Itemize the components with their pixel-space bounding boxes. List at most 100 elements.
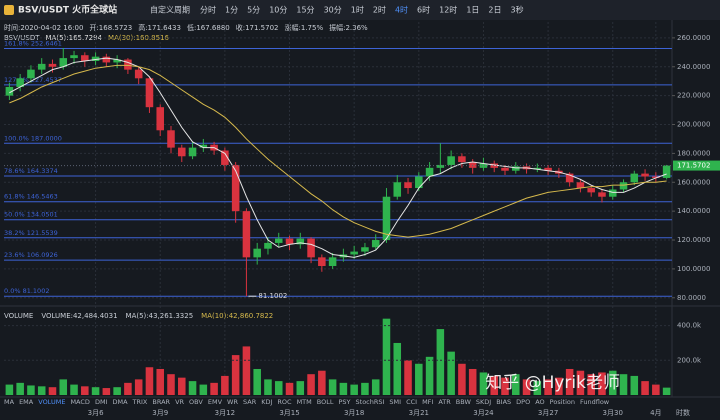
volume-bar <box>501 377 509 395</box>
interval[interactable]: 2日 <box>488 6 501 15</box>
interval[interactable]: 10分 <box>269 6 287 15</box>
indicator-tab[interactable]: VOLUME <box>38 398 65 406</box>
indicator-tab[interactable]: BRAR <box>152 398 170 406</box>
indicator-tab[interactable]: MA <box>4 398 15 406</box>
candle-body <box>328 257 337 267</box>
y-tick-label: 220.0000 <box>677 92 710 100</box>
volume-bar <box>544 379 552 395</box>
candle-body <box>27 69 35 79</box>
candle-body <box>436 164 445 168</box>
interval[interactable]: 12时 <box>439 5 457 15</box>
interval[interactable]: 分时 <box>200 5 216 15</box>
volume-bar <box>59 379 68 395</box>
candle-body <box>608 189 617 197</box>
y-tick-label: 180.0000 <box>677 149 710 157</box>
candle-body <box>124 59 132 70</box>
candle-body <box>630 173 639 183</box>
indicator-tab[interactable]: BBW <box>456 398 472 406</box>
indicator-tab[interactable]: SMI <box>389 398 401 406</box>
candle-body <box>598 192 606 197</box>
volume-bar <box>630 375 639 395</box>
indicator-tab[interactable]: PSY <box>338 398 350 406</box>
indicator-tab[interactable]: BIAS <box>496 398 511 406</box>
volume-tick-label: 200.0k <box>677 356 702 364</box>
indicator-tab[interactable]: DPO <box>516 398 530 406</box>
volume-bar <box>5 384 14 395</box>
indicator-tab[interactable]: KDJ <box>261 398 272 406</box>
volume-bar <box>113 387 121 395</box>
indicator-tab[interactable]: EMV <box>208 398 223 406</box>
volume-bar <box>81 386 89 395</box>
indicator-tab[interactable]: DMI <box>95 398 108 406</box>
candle-body <box>371 240 380 248</box>
exchange-icon <box>4 5 14 15</box>
volume-bar <box>231 355 240 395</box>
indicator-tab[interactable]: MACD <box>70 398 89 406</box>
interval[interactable]: 15分 <box>296 6 314 15</box>
candle-body <box>231 164 240 212</box>
volume-bar <box>436 329 445 395</box>
candle-body <box>285 238 294 245</box>
interval-custom[interactable]: 自定义周期 <box>150 5 190 15</box>
interval[interactable]: 4时 <box>395 5 408 15</box>
candle-body <box>512 166 520 171</box>
candle-body <box>178 147 186 157</box>
info-field: 开:168.5723 <box>89 24 132 32</box>
interval[interactable]: 6时 <box>417 5 430 15</box>
volume-header: MA(5):43,261.3325 <box>126 312 194 320</box>
indicator-tab[interactable]: CCI <box>406 398 417 406</box>
indicator-tab[interactable]: SAR <box>243 398 257 406</box>
volume-header: VOLUME:42,484.4031 <box>41 312 117 320</box>
candle-body <box>134 69 143 79</box>
indicator-tab[interactable]: ROC <box>277 398 292 406</box>
symbol[interactable]: BSV/USDT 火币全球站 <box>18 4 117 16</box>
interval[interactable]: 30分 <box>324 6 342 15</box>
interval[interactable]: 1日 <box>466 6 479 15</box>
interval[interactable]: 3秒 <box>511 5 524 15</box>
indicator-tab[interactable]: TRIX <box>132 398 148 406</box>
x-tick-label: 3月18 <box>344 409 364 417</box>
indicator-tab[interactable]: AO <box>535 398 544 406</box>
indicator-tab[interactable]: SKDJ <box>476 398 491 406</box>
fib-label: 50.0% 134.0501 <box>4 211 58 219</box>
candle-body <box>199 144 208 148</box>
volume-bar <box>264 379 272 395</box>
volume-bar <box>565 368 574 395</box>
candle-body <box>544 167 552 171</box>
volume-header: VOLUME <box>4 312 33 320</box>
volume-bar <box>199 384 208 395</box>
volume-bar <box>458 363 466 395</box>
fib-label: 23.6% 106.0926 <box>4 251 58 259</box>
interval[interactable]: 2时 <box>373 5 386 15</box>
x-tick-label: 3月15 <box>279 409 299 417</box>
indicator-tab[interactable]: OBV <box>189 398 203 406</box>
interval[interactable]: 5分 <box>247 6 260 15</box>
indicator-tab[interactable]: MFI <box>422 398 433 406</box>
candle-body <box>5 86 14 96</box>
candle-body <box>16 78 24 87</box>
indicator-tab[interactable]: ATR <box>438 398 451 406</box>
y-tick-label: 120.0000 <box>677 236 710 244</box>
volume-bar <box>328 379 337 395</box>
volume-bar <box>339 382 348 395</box>
candle-body <box>468 162 477 168</box>
indicator-tab[interactable]: WR <box>227 398 238 406</box>
interval[interactable]: 1分 <box>225 6 238 15</box>
indicator-tab[interactable]: BOLL <box>317 398 334 406</box>
indicator-tab[interactable]: VR <box>175 398 184 406</box>
candle-body <box>479 163 488 168</box>
volume-bar <box>37 386 46 395</box>
legend-symbol: BSV/USDT <box>4 34 40 42</box>
candle-body <box>393 182 402 197</box>
indicator-tab[interactable]: EMA <box>19 398 34 406</box>
indicator-tab[interactable]: Fundflow <box>580 398 610 406</box>
indicator-tab[interactable]: MTM <box>297 398 312 406</box>
volume-bar <box>124 382 132 395</box>
indicator-tab[interactable]: StochRSI <box>356 398 385 406</box>
volume-bar <box>382 318 391 395</box>
volume-bar <box>404 360 412 395</box>
indicator-tab[interactable]: Position <box>550 398 575 406</box>
volume-bar <box>533 381 542 395</box>
indicator-tab[interactable]: DMA <box>112 398 128 406</box>
interval[interactable]: 1时 <box>351 5 364 15</box>
